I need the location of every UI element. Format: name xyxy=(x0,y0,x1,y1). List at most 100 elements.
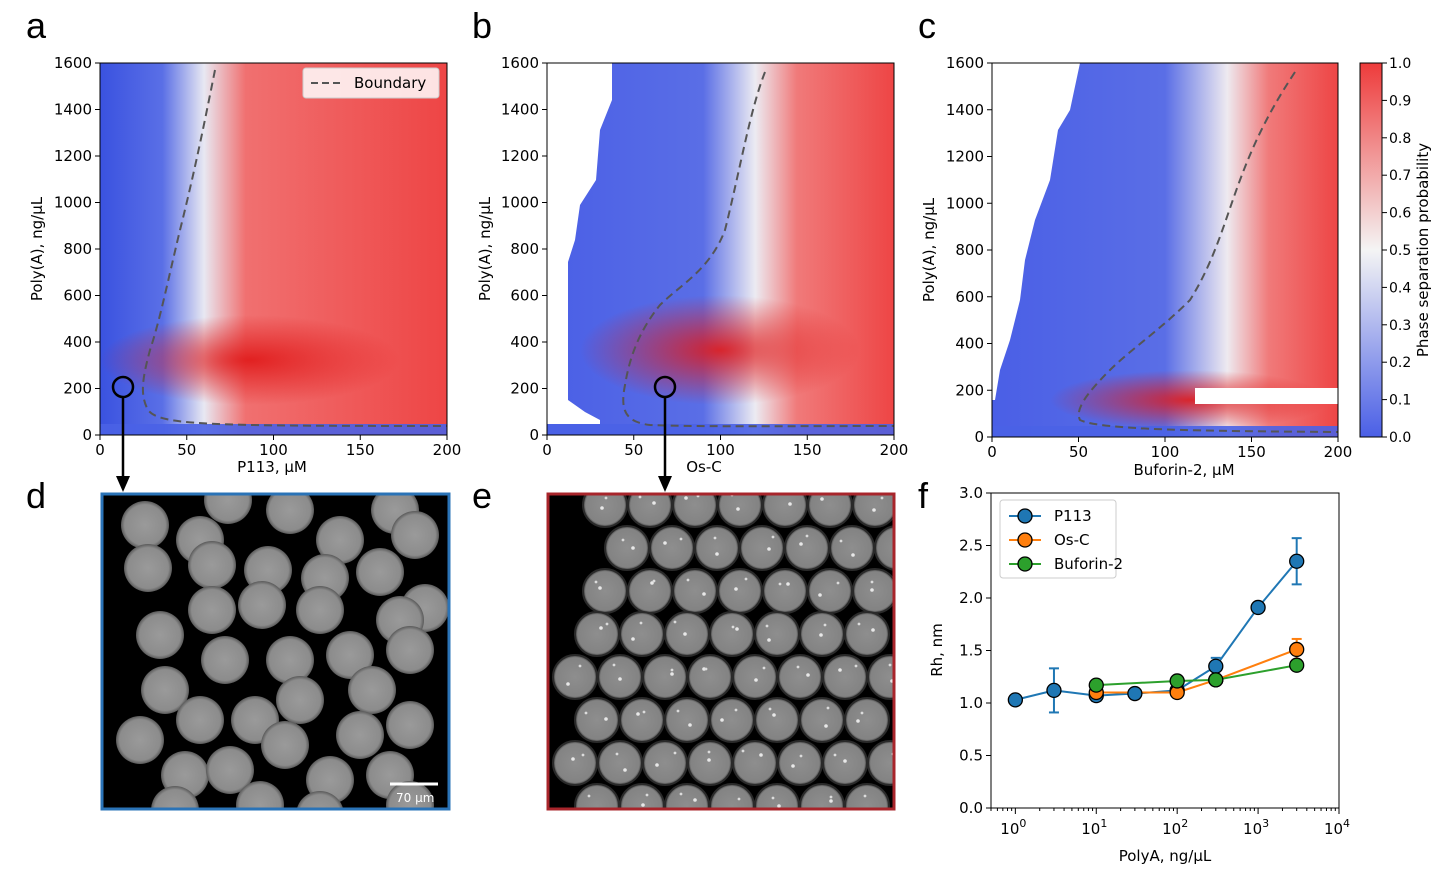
droplet xyxy=(807,494,853,528)
y-tick-label-c: 1000 xyxy=(946,194,984,212)
droplet xyxy=(717,494,763,528)
x-tick-label-a: 50 xyxy=(177,441,196,459)
droplet xyxy=(717,568,763,614)
speckle xyxy=(707,758,711,762)
y-tick-label-b: 0 xyxy=(529,426,539,444)
colorbar-tick-label: 0.6 xyxy=(1389,206,1411,222)
droplet xyxy=(829,525,875,571)
droplet xyxy=(582,568,628,614)
speckle xyxy=(903,548,907,552)
legend-label-boundary: Boundary xyxy=(354,74,426,92)
colorbar-tick-label: 0.4 xyxy=(1389,280,1411,296)
speckle xyxy=(604,496,608,500)
rh-x-tick-label: 102 xyxy=(1162,817,1188,838)
low-band-c xyxy=(992,426,1338,437)
speckle xyxy=(880,496,884,500)
phase-diagram-a: Boundary xyxy=(99,62,448,492)
arrow-head-a xyxy=(116,476,130,492)
speckle xyxy=(631,546,635,550)
data-point-P113 xyxy=(1046,682,1062,699)
droplet xyxy=(386,701,434,749)
droplet xyxy=(732,654,778,700)
speckle xyxy=(771,535,775,539)
droplets-e xyxy=(552,494,907,809)
droplet xyxy=(754,611,800,657)
speckle xyxy=(683,632,687,636)
legend-label: P113 xyxy=(1054,507,1092,525)
droplets-d xyxy=(116,494,449,809)
droplet xyxy=(266,494,314,534)
speckle xyxy=(823,623,827,627)
droplet xyxy=(844,611,890,657)
data-point-P113 xyxy=(1250,599,1266,616)
droplet xyxy=(732,740,778,786)
speckle xyxy=(843,759,847,763)
speckle xyxy=(788,502,792,506)
droplet xyxy=(852,494,894,528)
data-point-Os-C xyxy=(1289,641,1305,658)
speckle xyxy=(704,667,708,671)
speckle xyxy=(762,666,766,670)
speckle xyxy=(818,593,822,597)
droplet xyxy=(261,721,309,769)
panel-letter-f: f xyxy=(918,475,929,516)
speckle xyxy=(578,664,582,668)
speckle xyxy=(772,713,776,717)
droplet xyxy=(822,740,868,786)
y-tick-label-a: 1200 xyxy=(54,147,92,165)
speckle xyxy=(735,627,739,631)
speckle xyxy=(679,537,683,541)
droplet xyxy=(204,494,252,524)
speckle xyxy=(799,542,803,546)
panel-letter-a: a xyxy=(26,5,47,46)
droplet xyxy=(124,544,172,592)
speckle xyxy=(765,624,769,628)
speckle xyxy=(636,712,640,716)
y-tick-label-c: 200 xyxy=(955,381,984,399)
white-stripe-c xyxy=(1195,388,1338,404)
speckle xyxy=(737,797,741,801)
droplet xyxy=(386,781,434,809)
droplet xyxy=(336,711,384,759)
droplet xyxy=(627,568,673,614)
y-tick-label-c: 800 xyxy=(955,241,984,259)
droplet xyxy=(642,654,688,700)
y-tick-label-b: 1000 xyxy=(501,194,539,212)
speckle xyxy=(754,678,758,682)
speckle xyxy=(663,541,667,545)
droplet xyxy=(266,636,314,684)
y-axis-label-a: Poly(A), ng/μL xyxy=(28,196,46,301)
y-axis-label-c: Poly(A), ng/μL xyxy=(920,197,938,302)
speckle xyxy=(895,754,899,758)
speckle xyxy=(618,677,622,681)
droplet xyxy=(296,791,344,809)
droplet xyxy=(777,740,823,786)
rh-x-tick-label: 103 xyxy=(1243,817,1269,838)
rh-y-tick-label: 0.0 xyxy=(959,799,983,817)
legend-marker xyxy=(1017,556,1033,572)
droplet xyxy=(236,781,284,809)
x-tick-label-b: 0 xyxy=(542,441,552,459)
speckle xyxy=(824,724,828,728)
micrograph-d: 70 μm xyxy=(100,492,451,811)
y-tick-label-c: 1200 xyxy=(946,148,984,166)
droplet xyxy=(867,740,894,786)
speckle xyxy=(731,625,735,629)
y-axis-label-b: Poly(A), ng/μL xyxy=(476,196,494,301)
speckle xyxy=(621,538,625,542)
panel-letter-b: b xyxy=(472,5,492,46)
droplet xyxy=(582,494,628,528)
droplet xyxy=(754,783,800,809)
droplet xyxy=(597,740,643,786)
speckle xyxy=(820,497,824,501)
speckle xyxy=(693,798,697,802)
droplet xyxy=(672,568,718,614)
x-tick-label-c: 100 xyxy=(1151,443,1180,461)
colorbar-tick-label: 0.7 xyxy=(1389,168,1411,184)
colorbar-ticks: 0.0 0.1 0.2 0.3 0.4 0.5 0.6 0.7 0.8 0.9 1.0 xyxy=(1382,56,1411,446)
y-tick-label-c: 600 xyxy=(955,288,984,306)
speckle xyxy=(631,637,635,641)
legend-boundary: Boundary xyxy=(302,67,440,99)
y-tick-label-a: 400 xyxy=(63,333,92,351)
speckle xyxy=(734,587,738,591)
